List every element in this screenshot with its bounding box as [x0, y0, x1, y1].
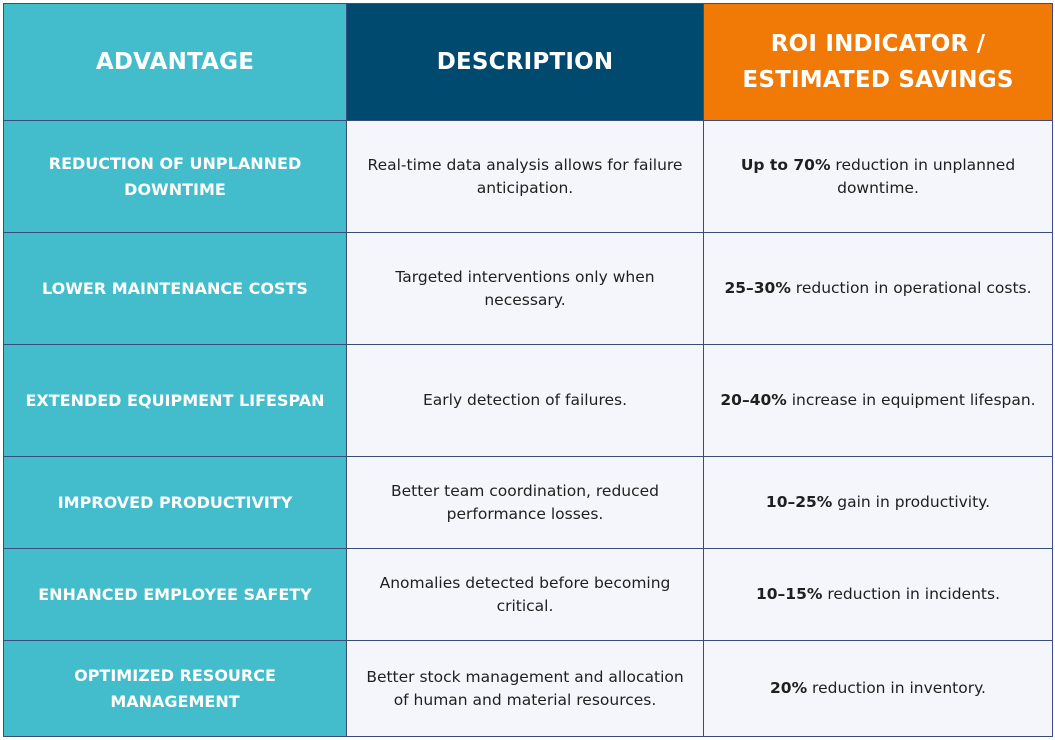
advantage-label-line2: DOWNTIME: [124, 179, 226, 199]
advantage-label: REDUCTION OF UNPLANNED DOWNTIME: [49, 151, 301, 203]
roi-value: Up to 70%: [740, 155, 831, 174]
description-text: Early detection of failures.: [422, 391, 628, 409]
header-description-label: DESCRIPTION: [436, 49, 614, 75]
description-cell: Targeted interventions only when necessa…: [347, 233, 704, 345]
roi-value: 20–40%: [720, 391, 787, 409]
description-cell: Real-time data analysis allows for failu…: [347, 121, 704, 233]
roi-text-wrap: 10–15% reduction in incidents.: [756, 583, 1000, 606]
roi-text: reduction in unplanned downtime.: [830, 155, 1016, 197]
advantage-label-line1: REDUCTION OF UNPLANNED: [48, 153, 302, 173]
advantage-cell: IMPROVED PRODUCTIVITY: [3, 457, 347, 549]
roi-value: 20%: [770, 679, 808, 697]
roi-text: gain in productivity.: [832, 493, 991, 511]
advantage-label: EXTENDED EQUIPMENT LIFESPAN: [25, 390, 325, 410]
roi-cell: 10–15% reduction in incidents.: [704, 549, 1053, 641]
description-cell: Early detection of failures.: [347, 345, 704, 457]
roi-text-wrap: 25–30% reduction in operational costs.: [724, 277, 1031, 300]
roi-text: increase in equipment lifespan.: [786, 391, 1036, 409]
advantage-cell: REDUCTION OF UNPLANNED DOWNTIME: [3, 121, 347, 233]
roi-text-wrap: 20–40% increase in equipment lifespan.: [720, 389, 1035, 412]
roi-value: 25–30%: [724, 279, 791, 297]
advantage-cell: EXTENDED EQUIPMENT LIFESPAN: [3, 345, 347, 457]
description-text: Better stock management and allocation o…: [366, 667, 684, 709]
advantage-label: OPTIMIZED RESOURCE MANAGEMENT: [74, 665, 276, 711]
description-text: Better team coordination, reduced perfor…: [390, 481, 660, 523]
header-advantage: ADVANTAGE: [3, 3, 347, 121]
advantage-label: ENHANCED EMPLOYEE SAFETY: [38, 584, 312, 604]
description-text: Anomalies detected before becoming criti…: [379, 573, 671, 615]
roi-table: ADVANTAGE DESCRIPTION ROI INDICATOR / ES…: [3, 3, 1053, 737]
advantage-label: LOWER MAINTENANCE COSTS: [42, 278, 308, 298]
roi-text-wrap: Up to 70% reduction in unplanned downtim…: [714, 154, 1042, 200]
roi-text-wrap: 10–25% gain in productivity.: [766, 491, 990, 514]
roi-value: 10–15%: [755, 585, 823, 603]
header-roi-label: ROI INDICATOR / ESTIMATED SAVINGS: [742, 26, 1013, 98]
roi-text: reduction in operational costs.: [790, 279, 1032, 297]
advantage-cell: OPTIMIZED RESOURCE MANAGEMENT: [3, 641, 347, 737]
roi-cell: 20% reduction in inventory.: [704, 641, 1053, 737]
description-cell: Better stock management and allocation o…: [347, 641, 704, 737]
description-cell: Anomalies detected before becoming criti…: [347, 549, 704, 641]
advantage-cell: LOWER MAINTENANCE COSTS: [3, 233, 347, 345]
advantage-cell: ENHANCED EMPLOYEE SAFETY: [3, 549, 347, 641]
roi-cell: 25–30% reduction in operational costs.: [704, 233, 1053, 345]
advantage-label: IMPROVED PRODUCTIVITY: [57, 492, 293, 512]
roi-text: reduction in inventory.: [807, 679, 986, 697]
roi-text-wrap: 20% reduction in inventory.: [770, 677, 986, 700]
header-advantage-label: ADVANTAGE: [95, 49, 255, 75]
header-roi: ROI INDICATOR / ESTIMATED SAVINGS: [704, 3, 1053, 121]
description-text: Targeted interventions only when necessa…: [395, 267, 655, 309]
description-cell: Better team coordination, reduced perfor…: [347, 457, 704, 549]
header-description: DESCRIPTION: [347, 3, 704, 121]
roi-cell: 20–40% increase in equipment lifespan.: [704, 345, 1053, 457]
description-text: Real-time data analysis allows for failu…: [367, 155, 683, 197]
roi-value: 10–25%: [765, 493, 833, 511]
roi-cell: Up to 70% reduction in unplanned downtim…: [704, 121, 1053, 233]
header-roi-line2: ESTIMATED SAVINGS: [742, 67, 1014, 93]
roi-text: reduction in incidents.: [822, 585, 1000, 603]
roi-cell: 10–25% gain in productivity.: [704, 457, 1053, 549]
header-roi-line1: ROI INDICATOR /: [770, 31, 986, 57]
